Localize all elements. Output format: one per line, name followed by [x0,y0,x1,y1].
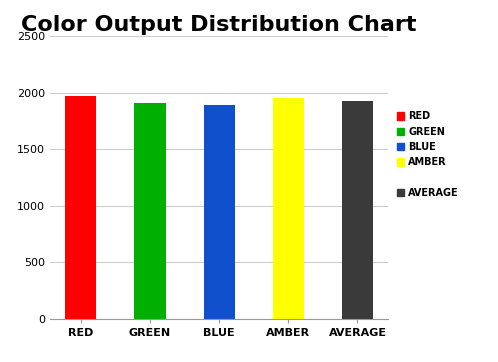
Bar [342,101,373,319]
Legend: RED, GREEN, BLUE, AMBER, , AVERAGE: RED, GREEN, BLUE, AMBER, , AVERAGE [397,111,459,198]
Bar [204,105,235,319]
Bar [273,98,304,319]
Bar [134,104,165,319]
Bar [65,96,96,319]
Title: Color Output Distribution Chart: Color Output Distribution Chart [21,14,417,35]
